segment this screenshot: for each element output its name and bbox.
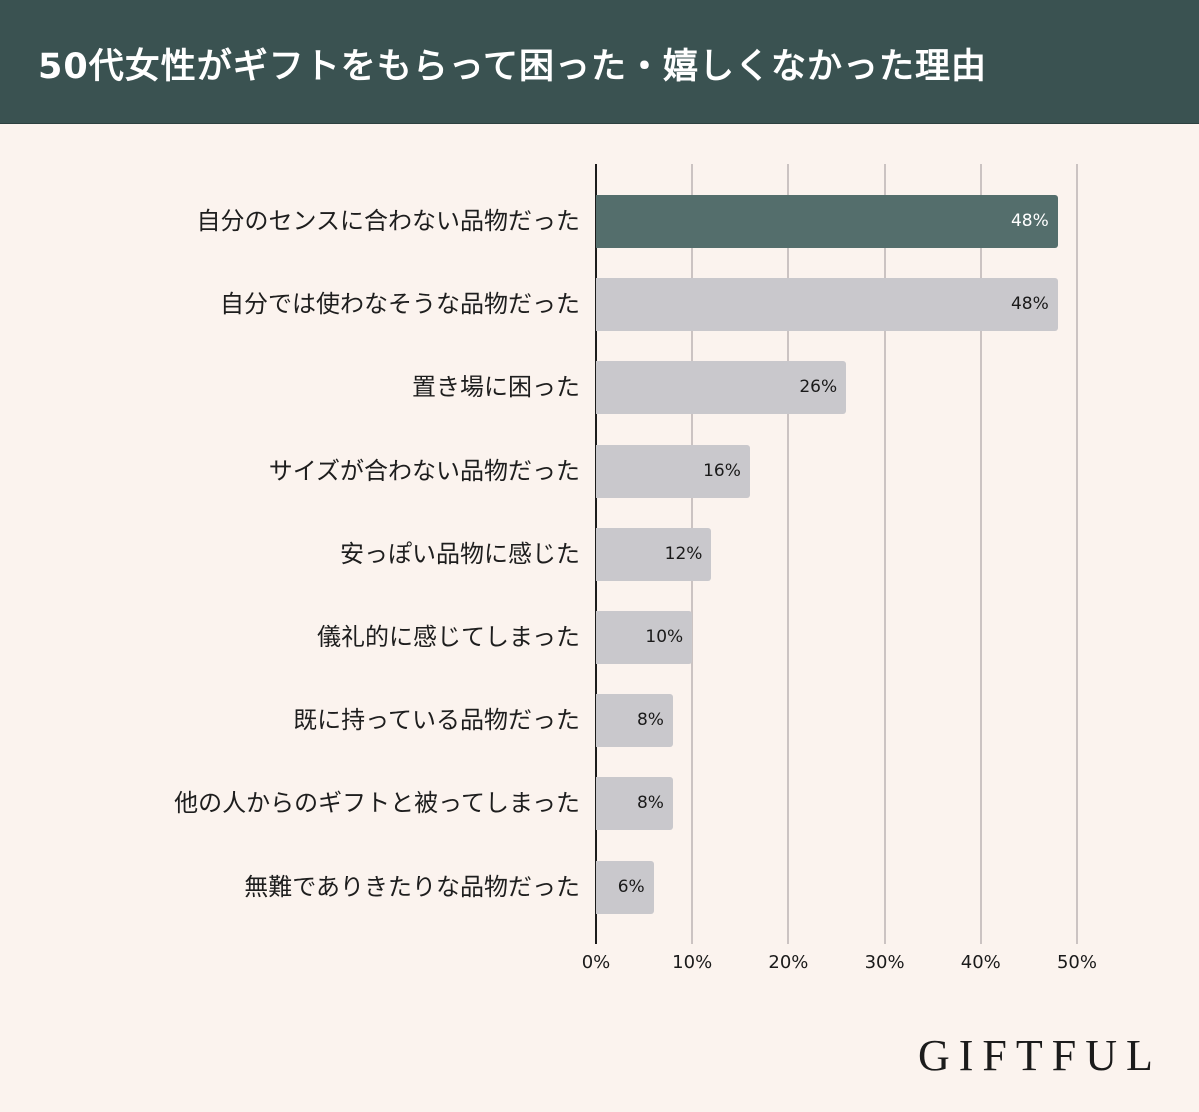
category-label: 無難でありきたりな品物だった xyxy=(244,872,580,901)
category-label: 自分では使わなそうな品物だった xyxy=(220,290,580,319)
x-tick-label: 10% xyxy=(672,952,713,973)
category-label: 既に持っている品物だった xyxy=(293,706,580,735)
x-tick-label: 30% xyxy=(864,952,905,973)
bar-value-label: 26% xyxy=(799,377,838,398)
bar-value-label: 48% xyxy=(1010,211,1049,231)
x-tick-label: 0% xyxy=(581,952,611,973)
bar: 8% xyxy=(596,694,673,748)
bar: 48% xyxy=(596,195,1058,248)
chart-title: 50代女性がギフトをもらって困った・嬉しくなかった理由 xyxy=(38,47,987,87)
bar-value-label: 8% xyxy=(636,710,664,731)
bar-value-label: 12% xyxy=(664,543,703,564)
category-label: 自分のセンスに合わない品物だった xyxy=(196,207,580,235)
category-label: 置き場に困った xyxy=(412,373,580,402)
gridline xyxy=(1076,164,1078,944)
bar-value-label: 6% xyxy=(617,876,645,897)
gridline xyxy=(787,164,790,944)
bar-value-label: 10% xyxy=(645,627,684,647)
category-label: 安っぽい品物に感じた xyxy=(340,539,580,568)
bar: 8% xyxy=(596,777,673,831)
gridline xyxy=(979,164,982,944)
category-label: サイズが合わない品物だった xyxy=(268,456,580,485)
x-tick-label: 50% xyxy=(1056,952,1097,973)
x-tick-label: 20% xyxy=(768,952,809,973)
bar: 6% xyxy=(596,860,654,914)
header-banner: 50代女性がギフトをもらって困った・嬉しくなかった理由 xyxy=(0,0,1199,124)
bar: 26% xyxy=(596,361,847,415)
logo-text: GIFTFUL xyxy=(918,1031,1162,1080)
category-label: 他の人からのギフトと被ってしまった xyxy=(174,789,580,818)
x-tick-label: 40% xyxy=(960,952,1001,973)
bar-value-label: 48% xyxy=(1010,294,1049,315)
gridline xyxy=(883,164,886,944)
bar-value-label: 8% xyxy=(636,793,664,814)
bar: 10% xyxy=(596,611,693,664)
bar-value-label: 16% xyxy=(703,460,741,481)
giftful-logo: GIFTFUL xyxy=(918,1034,1162,1078)
bar: 48% xyxy=(596,278,1058,332)
category-label: 儀礼的に感じてしまった xyxy=(316,623,580,651)
bar: 16% xyxy=(596,444,750,498)
bar: 12% xyxy=(596,527,712,581)
